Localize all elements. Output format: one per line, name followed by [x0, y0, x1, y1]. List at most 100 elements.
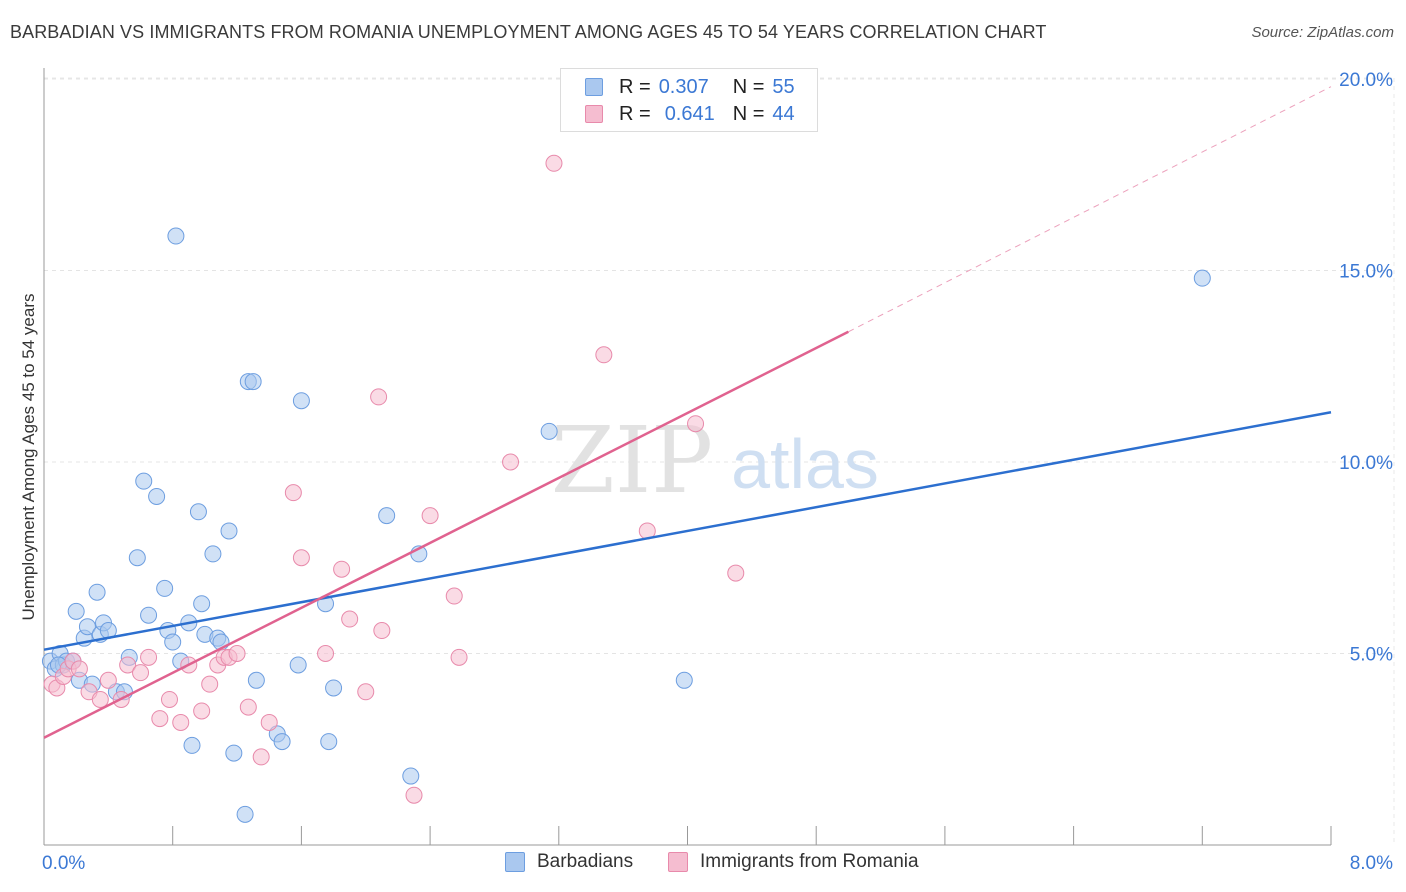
- point-barbadians: [292, 392, 310, 410]
- point-barbadians: [325, 679, 343, 697]
- chart-title: BARBADIAN VS IMMIGRANTS FROM ROMANIA UNE…: [10, 22, 1047, 42]
- point-barbadians: [67, 602, 85, 620]
- point-romania: [91, 690, 109, 708]
- legend-r-value-blue: 0.307: [658, 75, 709, 98]
- point-romania: [341, 610, 359, 628]
- correlation-legend: R = 0.307 N = 55 R = 0.641 N = 44: [560, 68, 818, 132]
- point-barbadians: [402, 767, 420, 785]
- point-romania: [357, 683, 375, 701]
- point-romania: [99, 671, 117, 689]
- legend-n-label: N =: [732, 102, 765, 125]
- x-tick-label-max: 8.0%: [1350, 853, 1393, 874]
- point-romania: [405, 786, 423, 804]
- point-romania: [595, 346, 613, 364]
- legend-r-label: R =: [619, 102, 651, 125]
- gridlines: [44, 77, 1395, 845]
- point-barbadians: [378, 507, 396, 525]
- x-tick-label-min: 0.0%: [42, 853, 85, 874]
- watermark-atlas: atlas: [731, 425, 879, 503]
- legend-swatch-blue: [585, 78, 603, 96]
- series-legend: Barbadians Immigrants from Romania: [0, 851, 1406, 879]
- legend-item-barbadians: Barbadians: [505, 851, 633, 873]
- point-barbadians: [225, 744, 243, 762]
- point-romania: [119, 656, 137, 674]
- point-romania: [193, 702, 211, 720]
- axes: [43, 68, 1332, 846]
- watermark-zip: ZIP: [551, 407, 713, 514]
- y-tick-label: 10.0%: [1339, 453, 1393, 474]
- trendline-romania-extension: [848, 86, 1332, 333]
- point-romania: [292, 549, 310, 567]
- point-romania: [727, 564, 745, 582]
- trendline-barbadians: [43, 410, 1332, 651]
- watermark: ZIP atlas: [551, 407, 879, 514]
- y-tick-label: 20.0%: [1339, 70, 1393, 91]
- point-barbadians: [78, 618, 96, 636]
- point-barbadians: [320, 733, 338, 751]
- legend-row-barbadians: R = 0.307 N = 55: [585, 74, 795, 100]
- legend-r-label: R =: [619, 75, 651, 98]
- point-barbadians: [148, 487, 166, 505]
- point-barbadians: [220, 522, 238, 540]
- point-romania: [445, 587, 463, 605]
- legend-label-barbadians: Barbadians: [537, 851, 634, 872]
- point-barbadians: [167, 227, 185, 245]
- point-romania: [228, 645, 246, 662]
- y-tick-label: 5.0%: [1350, 645, 1393, 666]
- point-romania: [151, 710, 169, 728]
- legend-item-romania: Immigrants from Romania: [668, 851, 919, 873]
- point-barbadians: [1193, 269, 1211, 287]
- point-barbadians: [204, 545, 222, 563]
- point-romania: [421, 507, 439, 525]
- legend-r-value-pink: 0.641: [664, 102, 715, 125]
- point-barbadians: [183, 736, 201, 754]
- point-barbadians: [128, 549, 146, 567]
- point-barbadians: [88, 583, 106, 601]
- legend-swatch-pink: [585, 105, 603, 123]
- point-romania: [260, 713, 278, 731]
- point-romania: [140, 648, 158, 666]
- point-romania: [172, 713, 190, 731]
- point-barbadians: [135, 472, 153, 490]
- legend-n-label: N =: [732, 75, 765, 98]
- point-barbadians: [675, 671, 693, 689]
- point-romania: [450, 648, 468, 666]
- point-barbadians: [247, 671, 265, 689]
- point-romania: [70, 660, 88, 678]
- point-barbadians: [236, 805, 254, 823]
- point-barbadians: [156, 579, 174, 597]
- legend-swatch-blue: [505, 852, 525, 872]
- point-barbadians: [540, 422, 558, 440]
- point-barbadians: [244, 373, 262, 391]
- point-romania: [502, 453, 520, 471]
- point-barbadians: [189, 503, 207, 521]
- point-romania: [252, 748, 270, 766]
- point-romania: [333, 560, 351, 578]
- point-romania: [687, 415, 705, 433]
- point-barbadians: [164, 633, 182, 651]
- trend-lines: [43, 86, 1332, 739]
- series-barbadians-points: [41, 227, 1211, 823]
- point-barbadians: [289, 656, 307, 674]
- legend-n-value-blue: 55: [772, 75, 795, 98]
- point-romania: [160, 690, 178, 708]
- point-romania: [373, 622, 391, 640]
- source-label: Source: ZipAtlas.com: [1251, 24, 1394, 41]
- point-romania: [132, 664, 150, 682]
- point-romania: [284, 484, 302, 502]
- trendline-romania: [43, 330, 849, 739]
- y-tick-label: 15.0%: [1339, 262, 1393, 283]
- legend-swatch-pink: [668, 852, 688, 872]
- point-romania: [370, 388, 388, 406]
- y-axis-label: Unemployment Among Ages 45 to 54 years: [19, 293, 38, 621]
- point-barbadians: [140, 606, 158, 624]
- legend-n-value-pink: 44: [772, 102, 795, 125]
- point-barbadians: [193, 595, 211, 613]
- legend-row-romania: R = 0.641 N = 44: [585, 101, 795, 127]
- point-barbadians: [273, 733, 291, 751]
- point-romania: [201, 675, 219, 693]
- point-romania: [239, 698, 257, 716]
- point-romania: [545, 154, 563, 172]
- legend-label-romania: Immigrants from Romania: [700, 851, 919, 872]
- point-romania: [317, 645, 335, 662]
